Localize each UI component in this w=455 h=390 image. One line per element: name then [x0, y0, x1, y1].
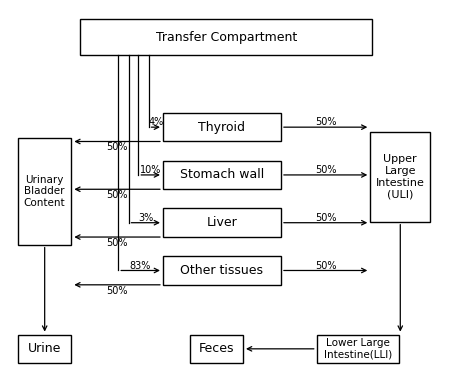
Text: 50%: 50% [315, 117, 336, 127]
Text: Urinary
Bladder
Content: Urinary Bladder Content [24, 175, 66, 208]
Text: 50%: 50% [315, 165, 336, 175]
FancyBboxPatch shape [190, 335, 243, 363]
Text: 83%: 83% [130, 261, 151, 271]
Text: 3%: 3% [138, 213, 153, 223]
Text: Liver: Liver [207, 216, 238, 229]
Text: 50%: 50% [106, 142, 128, 152]
Text: 50%: 50% [106, 285, 128, 296]
Text: 4%: 4% [148, 117, 163, 127]
FancyBboxPatch shape [163, 161, 281, 189]
FancyBboxPatch shape [163, 208, 281, 237]
Text: Stomach wall: Stomach wall [180, 168, 264, 181]
Text: Feces: Feces [198, 342, 234, 355]
FancyBboxPatch shape [18, 335, 71, 363]
FancyBboxPatch shape [18, 138, 71, 245]
Text: Thyroid: Thyroid [198, 121, 245, 134]
Text: 50%: 50% [315, 213, 336, 223]
FancyBboxPatch shape [370, 132, 430, 222]
Text: 50%: 50% [315, 261, 336, 271]
Text: Upper
Large
Intestine
(ULI): Upper Large Intestine (ULI) [376, 154, 425, 199]
FancyBboxPatch shape [317, 335, 399, 363]
Text: Transfer Compartment: Transfer Compartment [156, 31, 297, 44]
FancyBboxPatch shape [81, 19, 372, 55]
Text: Other tissues: Other tissues [181, 264, 263, 277]
FancyBboxPatch shape [163, 256, 281, 285]
Text: 50%: 50% [106, 190, 128, 200]
Text: 10%: 10% [140, 165, 161, 175]
Text: 50%: 50% [106, 238, 128, 248]
FancyBboxPatch shape [163, 113, 281, 142]
Text: Lower Large
Intestine(LLI): Lower Large Intestine(LLI) [324, 338, 392, 360]
Text: Urine: Urine [28, 342, 61, 355]
